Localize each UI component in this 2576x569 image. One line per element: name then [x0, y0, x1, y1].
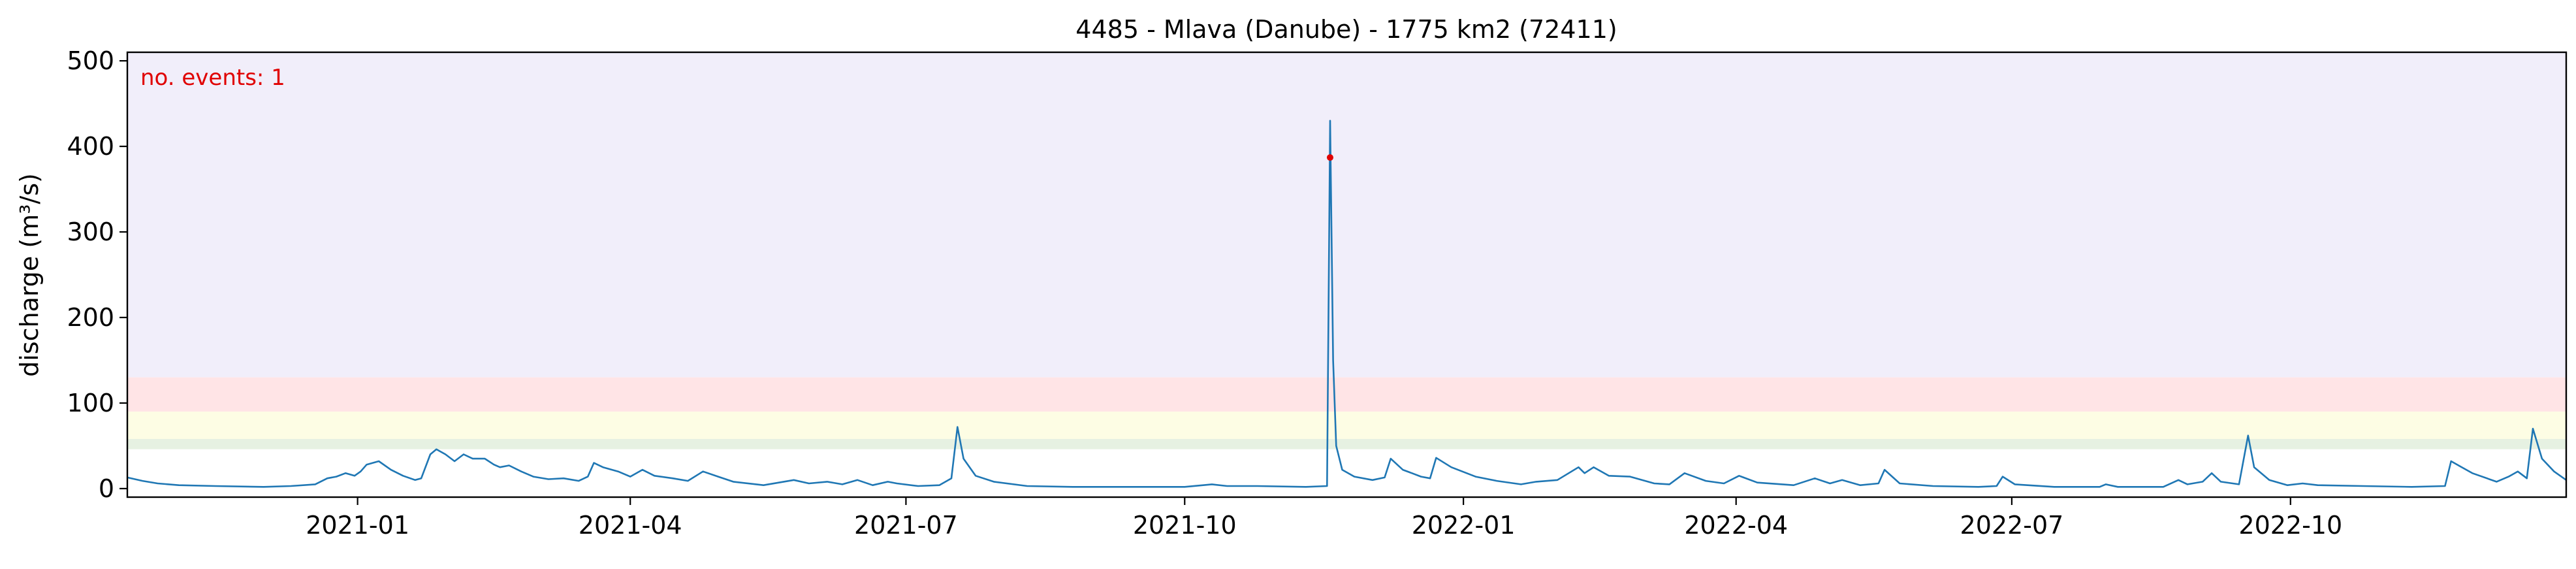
- y-tick-label: 400: [67, 132, 114, 161]
- x-tick-label: 2021-10: [1133, 511, 1237, 540]
- y-tick-label: 100: [67, 389, 114, 417]
- x-tick-label: 2021-07: [854, 511, 958, 540]
- y-tick-label: 0: [99, 474, 114, 503]
- x-tick-label: 2022-10: [2238, 511, 2342, 540]
- y-tick-label: 200: [67, 303, 114, 332]
- x-tick-label: 2022-04: [1684, 511, 1788, 540]
- x-tick-label: 2022-07: [1960, 511, 2064, 540]
- band-1: [127, 377, 2566, 412]
- band-3: [127, 438, 2566, 449]
- x-tick-label: 2021-04: [579, 511, 682, 540]
- x-tick-label: 2022-01: [1412, 511, 1516, 540]
- event-marker: [1326, 154, 1333, 161]
- plot-frame: [126, 51, 2568, 498]
- discharge-series-line: [127, 120, 2567, 488]
- threshold-bands: [127, 52, 2566, 449]
- event-markers: [1326, 154, 1333, 161]
- x-tick-label: 2021-01: [306, 511, 409, 540]
- chart-title: 4485 - Mlava (Danube) - 1775 km2 (72411): [1075, 15, 1617, 44]
- y-axis-label: discharge (m³/s): [15, 173, 44, 377]
- y-tick-label: 300: [67, 218, 114, 246]
- y-tick-label: 500: [67, 46, 114, 75]
- y-axis: 0 100 200 300 400 500: [67, 46, 127, 503]
- band-2: [127, 412, 2566, 439]
- band-0: [127, 52, 2566, 378]
- x-axis: 2021-01 2021-04 2021-07 2021-10 2022-01 2022-…: [306, 497, 2342, 540]
- event-count-annotation: no. events: 1: [140, 65, 285, 91]
